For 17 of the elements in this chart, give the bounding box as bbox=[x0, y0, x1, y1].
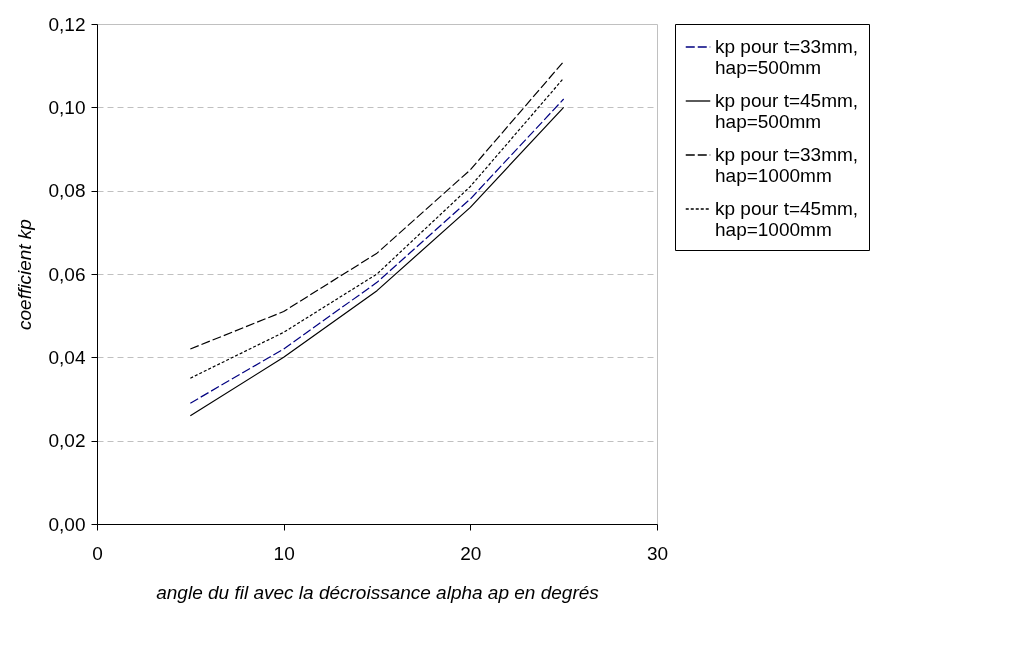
y-tick-label: 0,10 bbox=[48, 96, 86, 118]
y-tick-label: 0,04 bbox=[48, 346, 86, 368]
legend-label: kp pour t=45mm, hap=500mm bbox=[715, 90, 859, 132]
y-axis-title: coefficient kp bbox=[13, 219, 35, 330]
y-tick-label: 0,06 bbox=[48, 263, 86, 285]
legend-label: kp pour t=33mm, hap=500mm bbox=[715, 36, 859, 78]
x-tick-label: 20 bbox=[460, 542, 482, 564]
y-tick-label: 0,08 bbox=[48, 180, 86, 202]
x-tick-label: 10 bbox=[273, 542, 295, 564]
y-tick-label: 0,02 bbox=[48, 430, 86, 452]
y-tick-label: 0,00 bbox=[48, 513, 86, 535]
legend-label: kp pour t=33mm, hap=1000mm bbox=[715, 144, 859, 186]
x-tick-label: 0 bbox=[92, 542, 103, 564]
legend-label: kp pour t=45mm, hap=1000mm bbox=[715, 198, 859, 240]
x-tick-label: 30 bbox=[646, 542, 669, 564]
x-axis-title: angle du fil avec la décroissance alpha ap en degrés bbox=[156, 581, 600, 603]
y-tick-label: 0,12 bbox=[48, 13, 86, 35]
